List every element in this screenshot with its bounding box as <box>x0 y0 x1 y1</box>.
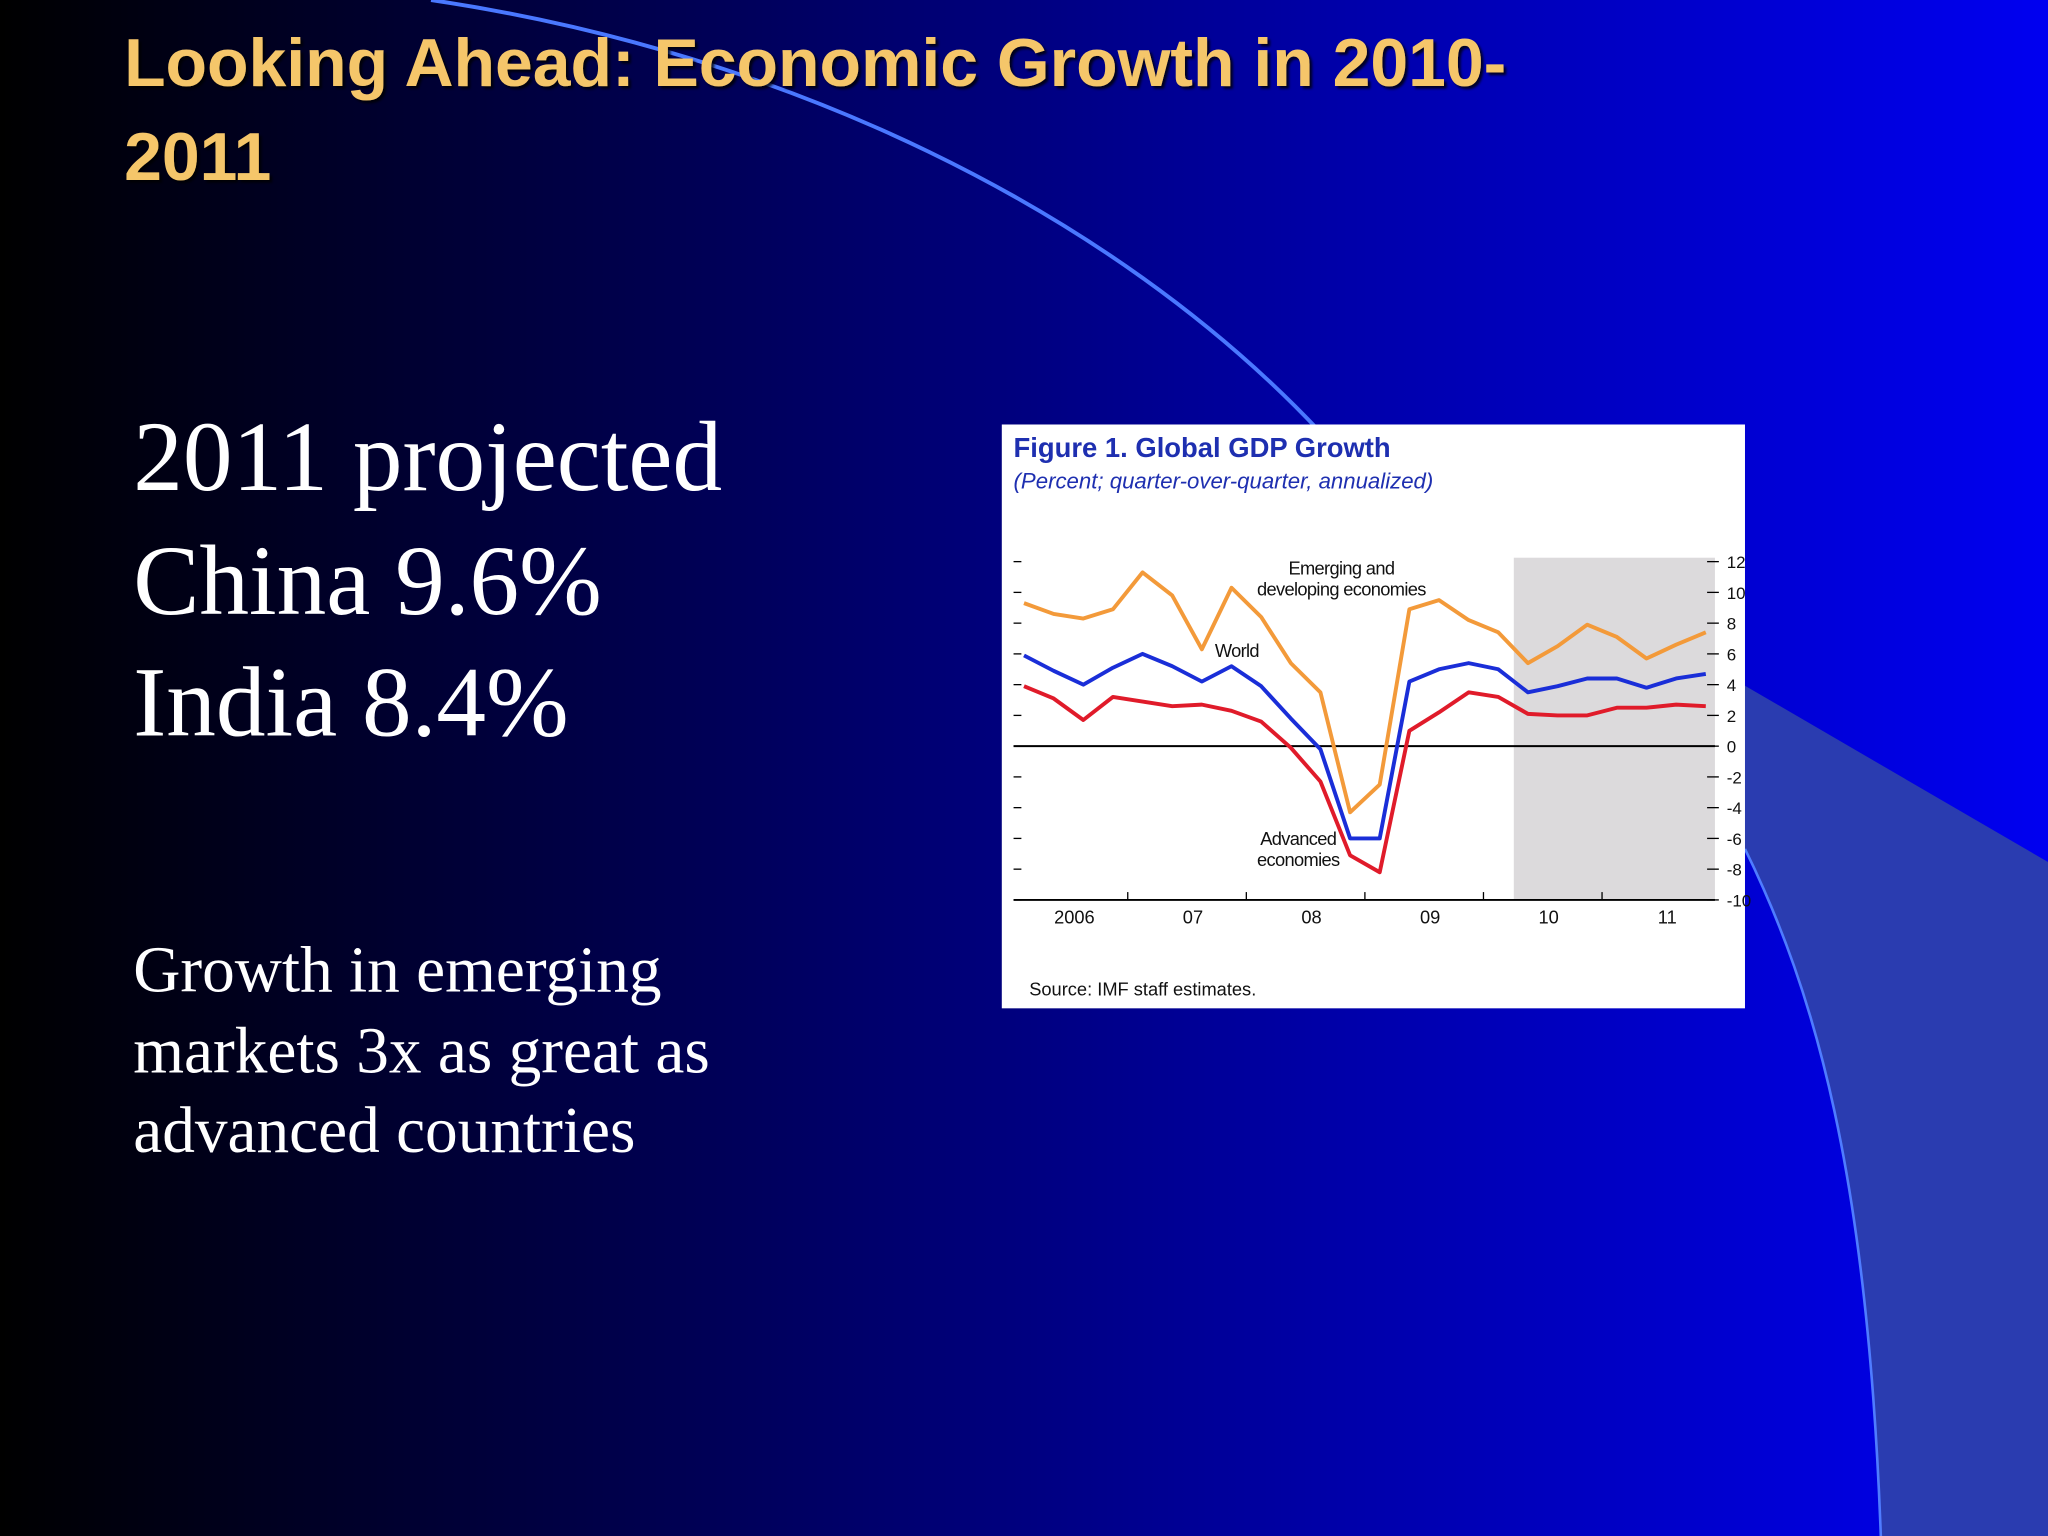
x-tick-label: 07 <box>1183 906 1203 927</box>
y-tick-label: 2 <box>1727 707 1736 726</box>
arc <box>1743 848 1883 1536</box>
bullet: 2011 projected <box>133 403 722 512</box>
bullet-line: markets 3x as great as <box>133 1015 710 1087</box>
annotation: World <box>1215 640 1259 661</box>
bullet-line: advanced countries <box>133 1095 635 1167</box>
y-tick-label: 10 <box>1727 584 1746 603</box>
x-tick-label: 2006 <box>1054 906 1095 927</box>
title-line: Looking Ahead: Economic Growth in 2010- <box>124 26 1506 101</box>
projection-shade <box>1513 557 1715 900</box>
y-tick-label: 6 <box>1727 645 1736 664</box>
chart-title: Figure 1. Global GDP Growth <box>1014 432 1391 463</box>
annotation: developing economies <box>1257 579 1426 600</box>
y-tick-label: -8 <box>1727 861 1742 880</box>
y-tick-label: -10 <box>1727 891 1752 910</box>
y-tick-label: -2 <box>1727 768 1742 787</box>
arc <box>430 0 1321 433</box>
bullet: India 8.4% <box>133 648 568 757</box>
x-tick-label: 10 <box>1539 906 1559 927</box>
series-line <box>1023 570 1707 815</box>
annotation: economies <box>1257 849 1340 870</box>
chart-subtitle: (Percent; quarter-over-quarter, annualiz… <box>1014 468 1434 493</box>
bullet-line: Growth in emerging <box>133 934 661 1006</box>
annotation: Emerging and <box>1288 558 1394 579</box>
x-tick-label: 11 <box>1658 906 1677 927</box>
y-tick-label: 4 <box>1727 676 1736 695</box>
y-tick-label: 12 <box>1727 553 1746 572</box>
chart-source: Source: IMF staff estimates. <box>1029 978 1256 999</box>
series-line <box>1023 684 1706 875</box>
x-tick-label: 09 <box>1420 906 1440 927</box>
y-tick-label: -6 <box>1727 830 1742 849</box>
side-shape <box>1744 685 2048 1536</box>
title-line: 2011 <box>124 120 271 195</box>
annotation: Advanced <box>1260 828 1336 849</box>
slide-text: Looking Ahead: Economic Growth in 2010- … <box>124 26 1506 1167</box>
y-tick-label: 0 <box>1727 738 1736 757</box>
x-tick-label: 08 <box>1301 906 1321 927</box>
series-line <box>1023 651 1707 841</box>
bullet: China 9.6% <box>133 527 602 636</box>
y-tick-label: 8 <box>1727 615 1736 634</box>
y-tick-label: -4 <box>1727 799 1742 818</box>
